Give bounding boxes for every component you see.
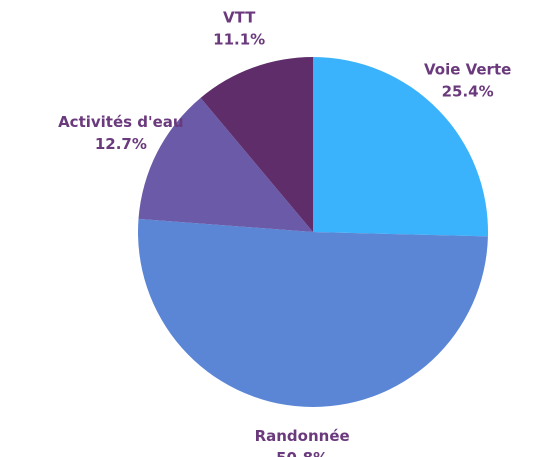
slice-value-label: 12.7% xyxy=(95,135,147,153)
pie-slice xyxy=(313,57,488,237)
pie-slice xyxy=(200,57,313,232)
slice-label: VTT xyxy=(223,9,256,27)
slice-label: Voie Verte xyxy=(424,61,511,79)
pie-slice xyxy=(137,218,488,407)
slice-value-label: 50.8% xyxy=(276,449,328,457)
slice-label: Randonnée xyxy=(255,427,350,445)
pie-slice xyxy=(138,97,313,232)
slice-value-label: 11.1% xyxy=(213,31,265,49)
slice-label: Activités d'eau xyxy=(58,113,184,131)
slice-value-label: 25.4% xyxy=(442,83,494,101)
